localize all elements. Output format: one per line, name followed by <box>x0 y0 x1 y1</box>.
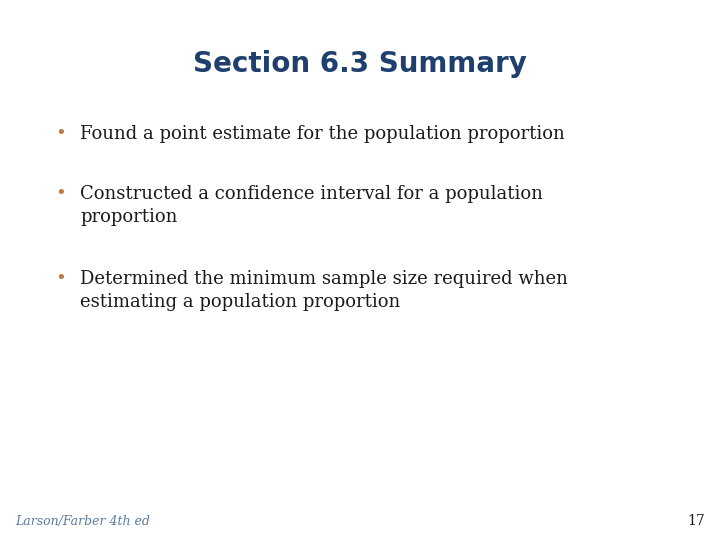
Text: Section 6.3 Summary: Section 6.3 Summary <box>193 50 527 78</box>
Text: •: • <box>55 185 66 203</box>
Text: Found a point estimate for the population proportion: Found a point estimate for the populatio… <box>80 125 564 143</box>
Text: 17: 17 <box>688 514 705 528</box>
Text: •: • <box>55 125 66 143</box>
Text: •: • <box>55 270 66 288</box>
Text: Constructed a confidence interval for a population
proportion: Constructed a confidence interval for a … <box>80 185 543 226</box>
Text: Larson/Farber 4th ed: Larson/Farber 4th ed <box>15 515 150 528</box>
Text: Determined the minimum sample size required when
estimating a population proport: Determined the minimum sample size requi… <box>80 270 568 311</box>
